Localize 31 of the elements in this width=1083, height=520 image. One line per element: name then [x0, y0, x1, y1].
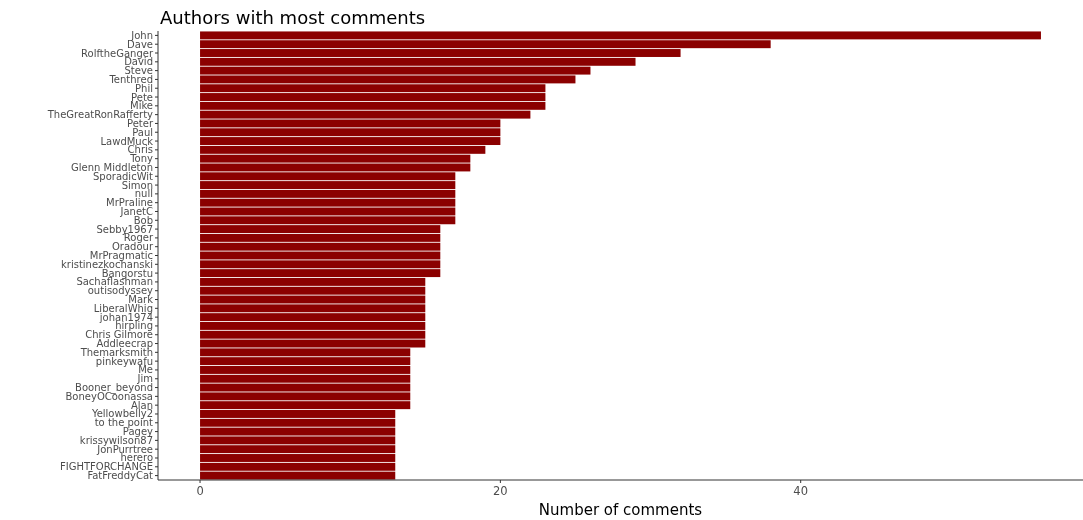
y-tick-label: Pete	[131, 91, 153, 103]
y-tick-label: Addleecrap	[96, 338, 153, 350]
y-tick-label: Oradour	[111, 241, 154, 253]
y-tick-label: hirpling	[115, 320, 153, 332]
y-tick-label: Booner_beyond	[75, 382, 153, 395]
y-tick-label: pinkeywafu	[95, 355, 153, 367]
y-tick-label: John	[130, 29, 153, 41]
y-tick-label: Yellowbelly2	[90, 408, 153, 420]
y-tick-label: Mike	[130, 100, 153, 112]
y-tick-label: RolftheGanger	[81, 47, 154, 59]
y-tick-label: SporadicWit	[92, 170, 154, 182]
y-tick-label: outisodyssey	[87, 285, 154, 297]
y-tick-label: LiberalWhig	[93, 302, 153, 314]
y-tick-label: Chris	[127, 144, 153, 156]
y-tick-label: TheGreatRonRafferty	[46, 109, 154, 121]
y-tick-label: MrPragmatic	[89, 250, 153, 261]
chart-title: Authors with most comments	[160, 7, 426, 28]
y-tick-label: Pagey	[122, 426, 154, 438]
y-tick-label: FatFreddyCat	[87, 470, 154, 482]
x-tick-label: 20	[493, 484, 508, 498]
y-tick-label: Paul	[132, 126, 153, 138]
x-tick-label: 40	[793, 484, 809, 498]
y-tick-label: Phil	[135, 82, 153, 94]
y-tick-label: Bangorstu	[101, 267, 153, 279]
y-tick-label: FIGHTFORCHANGE	[59, 461, 153, 473]
x-tick-label: 0	[196, 484, 204, 498]
x-axis-title: Number of comments	[538, 501, 703, 519]
y-tick-label: null	[134, 188, 153, 200]
y-tick-label: Bob	[133, 214, 153, 226]
y-tick-label: LawdMuck	[100, 135, 154, 147]
y-tick-label: Jim	[136, 373, 153, 385]
